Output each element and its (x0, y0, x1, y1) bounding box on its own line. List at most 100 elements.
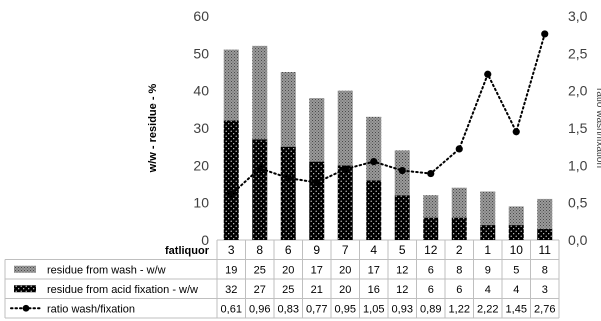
table-cell: 0,93 (392, 303, 413, 315)
ratio-point (227, 190, 235, 199)
bar-wash (366, 116, 382, 181)
category-label: 8 (256, 243, 263, 257)
ratio-point (256, 164, 264, 172)
table-cell: 19 (225, 264, 237, 276)
table-cell: 0,95 (335, 303, 356, 315)
table-cell: 17 (368, 264, 380, 276)
table-cell: 2,76 (534, 303, 555, 315)
legend-key-wash (14, 265, 36, 273)
bar-wash (423, 195, 439, 218)
bar-wash (252, 45, 268, 140)
legend-key-acid (14, 285, 36, 293)
table-cell: 1,05 (363, 303, 384, 315)
y-tick-label: 60 (193, 8, 209, 24)
y-tick-label: 20 (193, 157, 209, 173)
table-cell: 0,83 (278, 303, 299, 315)
category-label: 4 (370, 243, 377, 257)
table-cell: 0,89 (420, 303, 441, 315)
category-label: 7 (342, 243, 349, 257)
y-tick-label: 30 (193, 120, 209, 136)
bar-wash (223, 49, 239, 121)
legend-key-ratio-marker (22, 304, 30, 312)
category-label: 11 (539, 243, 552, 257)
category-label: 12 (424, 243, 438, 257)
bar-acid-fixation (366, 180, 382, 240)
ratio-point (427, 169, 435, 178)
bar-wash (508, 206, 524, 226)
category-label: 3 (228, 243, 235, 257)
bar-acid-fixation (423, 217, 439, 240)
table-cell: 6 (428, 284, 434, 296)
category-label: 1 (484, 243, 491, 257)
bar-wash (480, 191, 496, 226)
table-cell: 12 (396, 264, 408, 276)
bar-acid-fixation (394, 195, 410, 240)
table-cell: 2,22 (477, 303, 498, 315)
table-cell: 6 (456, 284, 462, 296)
table-cell: 0,61 (221, 303, 242, 315)
table-cell: 25 (282, 284, 294, 296)
bar-acid-fixation (337, 165, 353, 240)
ratio-point (455, 145, 463, 153)
table-cell: 21 (311, 284, 323, 296)
ratio-point (512, 128, 520, 136)
y-tick-label: 0 (201, 232, 209, 248)
table-cell: 6 (428, 264, 434, 276)
ratio-point (484, 70, 492, 78)
table-cell: 0,96 (249, 303, 270, 315)
table-cell: 1,45 (506, 303, 527, 315)
table-cell: 16 (368, 284, 380, 296)
category-label: 10 (510, 243, 524, 257)
table-cell: 20 (339, 284, 351, 296)
y-tick-label: 40 (193, 83, 209, 99)
y-tick-label: 10 (193, 195, 209, 211)
table-cell: 17 (311, 264, 323, 276)
ratio-point (398, 166, 406, 175)
y-right-tick-label: 1,0 (568, 157, 588, 173)
table-cell: 12 (396, 284, 408, 296)
table-cell: 9 (485, 264, 491, 276)
bar-acid-fixation (252, 139, 268, 240)
y-right-tick-label: 2,0 (568, 83, 588, 99)
table-cell: 8 (456, 264, 462, 276)
table-cell: 3 (542, 284, 548, 296)
bar-wash (309, 98, 325, 162)
legend-label: residue from wash - w/w (47, 264, 166, 276)
table-cell: 27 (254, 284, 266, 296)
table-cell: 0,77 (306, 303, 327, 315)
ratio-point (370, 158, 378, 166)
y-right-tick-label: 2,5 (568, 45, 588, 61)
bars (223, 45, 553, 240)
category-title: fatliquor (165, 245, 210, 257)
y-right-tick-label: 1,5 (568, 120, 588, 136)
bar-acid-fixation (309, 161, 325, 240)
bar-acid-fixation (480, 225, 496, 240)
bar-wash (537, 198, 553, 229)
table-cell: 32 (225, 284, 237, 296)
y-tick-label: 50 (193, 45, 209, 61)
y-right-tick-label: 0,5 (568, 195, 588, 211)
ratio-line-path (230, 32, 546, 196)
bar-wash (280, 72, 296, 147)
legend-label: residue from acid fixation - w/w (47, 284, 198, 296)
bar-acid-fixation (537, 228, 553, 240)
bar-acid-fixation (280, 146, 296, 240)
ratio-line (227, 30, 549, 199)
table-cell: 4 (513, 284, 519, 296)
ratio-point (284, 174, 292, 182)
bar-wash (451, 187, 467, 218)
y-right-tick-label: 3,0 (568, 8, 588, 24)
bar-acid-fixation (451, 217, 467, 240)
bar-wash (337, 90, 353, 166)
ratio-point (313, 178, 321, 187)
bar-acid-fixation (508, 225, 524, 240)
y-right-tick-label: 0,0 (568, 232, 588, 248)
legend-label: ratio wash/fixation (47, 303, 135, 315)
y-axis-title: w/w - residue - % (147, 83, 159, 173)
table-cell: 1,22 (449, 303, 470, 315)
category-label: 2 (456, 243, 463, 257)
ratio-point (341, 165, 349, 173)
y-axis-title-right: ratio wash/fixation (594, 88, 601, 168)
